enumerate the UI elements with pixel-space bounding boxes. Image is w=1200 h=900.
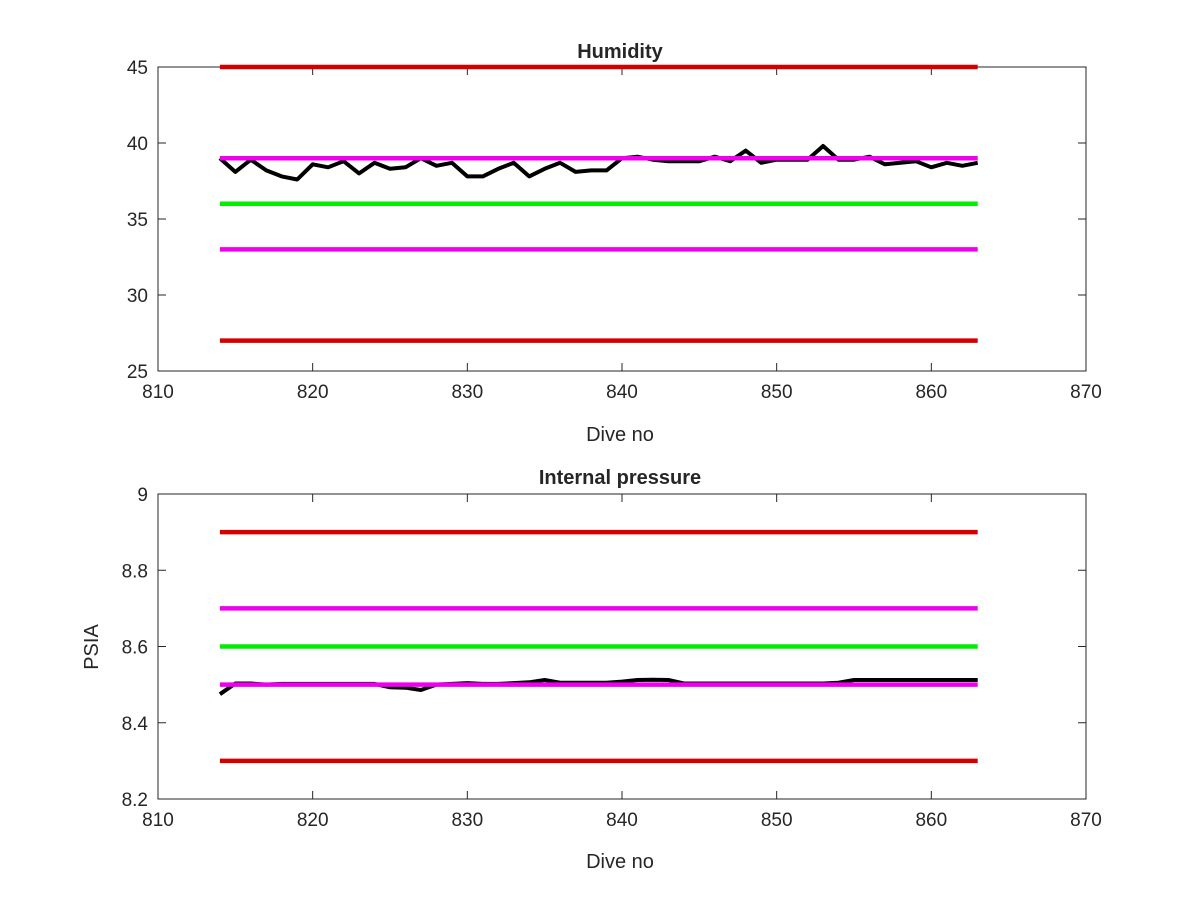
internal-pressure-x-tick-label: 820 [297, 810, 329, 831]
humidity-y-tick-label: 30 [127, 286, 148, 307]
internal-pressure-y-axis-label: PSIA [81, 624, 103, 670]
internal-pressure-x-tick-label: 870 [1070, 810, 1102, 831]
internal-pressure-y-tick-label: 8.6 [122, 638, 148, 659]
humidity-x-tick-label: 860 [915, 382, 947, 403]
internal-pressure-x-tick-label: 860 [915, 810, 947, 831]
humidity-y-tick-label: 35 [127, 210, 148, 231]
humidity-x-tick-label: 810 [142, 382, 174, 403]
humidity-x-tick-label: 830 [451, 382, 483, 403]
humidity-y-tick-label: 40 [127, 134, 148, 155]
humidity-x-tick-label: 870 [1070, 382, 1102, 403]
internal-pressure-y-tick-label: 8.2 [122, 790, 148, 811]
internal-pressure-x-tick-label: 830 [451, 810, 483, 831]
internal-pressure-y-tick-label: 9 [137, 485, 148, 506]
humidity-x-tick-label: 850 [761, 382, 793, 403]
internal-pressure-x-tick-label: 810 [142, 810, 174, 831]
humidity-y-tick-label: 25 [127, 362, 148, 383]
internal-pressure-title: Internal pressure [539, 467, 701, 489]
internal-pressure-y-tick-label: 8.4 [122, 714, 149, 735]
internal-pressure-x-tick-label: 840 [606, 810, 638, 831]
humidity-x-tick-label: 840 [606, 382, 638, 403]
humidity-y-tick-label: 45 [127, 58, 148, 79]
internal-pressure-y-tick-label: 8.8 [122, 561, 148, 582]
internal-pressure-axes: Internal pressure Dive no PSIA 810 820 830… [81, 467, 1102, 873]
humidity-x-tick-label: 820 [297, 382, 329, 403]
humidity-x-axis-label: Dive no [586, 424, 654, 446]
internal-pressure-x-tick-label: 850 [761, 810, 793, 831]
humidity-title: Humidity [577, 41, 663, 63]
humidity-axes: Humidity Dive no 810 820 830 840 850 860 870 25… [127, 41, 1102, 446]
internal-pressure-x-axis-label: Dive no [586, 851, 654, 873]
